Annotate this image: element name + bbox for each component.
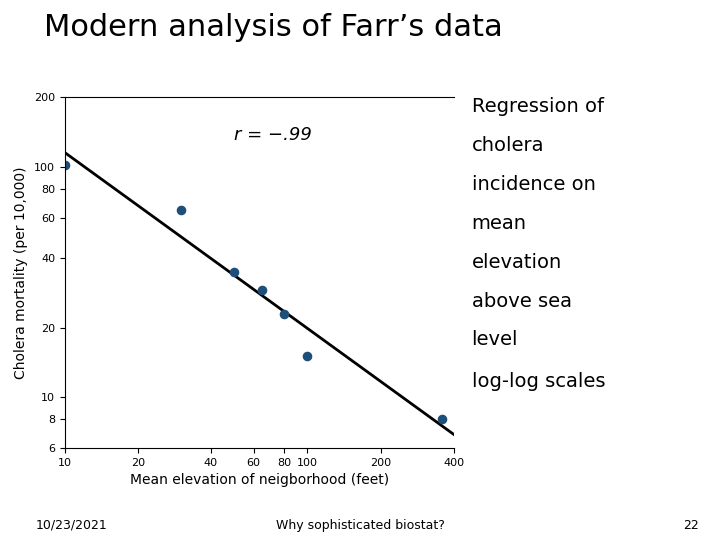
Text: Modern analysis of Farr’s data: Modern analysis of Farr’s data (44, 14, 503, 43)
Text: incidence on: incidence on (472, 175, 595, 194)
Point (175, 205, 186, 214)
Point (437, 415, 449, 424)
Text: 10/23/2021: 10/23/2021 (36, 519, 108, 532)
Text: level: level (472, 330, 518, 349)
Text: above sea: above sea (472, 292, 572, 310)
Text: log-log scales: log-log scales (472, 372, 605, 391)
Text: mean: mean (472, 214, 526, 233)
Point (229, 267, 240, 276)
Y-axis label: Cholera mortality (per 10,000): Cholera mortality (per 10,000) (14, 166, 28, 379)
Text: r = −.99: r = −.99 (235, 126, 312, 144)
Point (59, 160, 71, 169)
Point (278, 309, 289, 318)
Text: Why sophisticated biostat?: Why sophisticated biostat? (276, 519, 444, 532)
Text: elevation: elevation (472, 253, 562, 272)
Text: Regression of: Regression of (472, 97, 603, 116)
Point (256, 286, 268, 295)
Point (302, 352, 313, 361)
Text: 22: 22 (683, 519, 698, 532)
X-axis label: Mean elevation of neigborhood (feet): Mean elevation of neigborhood (feet) (130, 474, 389, 488)
Text: cholera: cholera (472, 136, 544, 155)
